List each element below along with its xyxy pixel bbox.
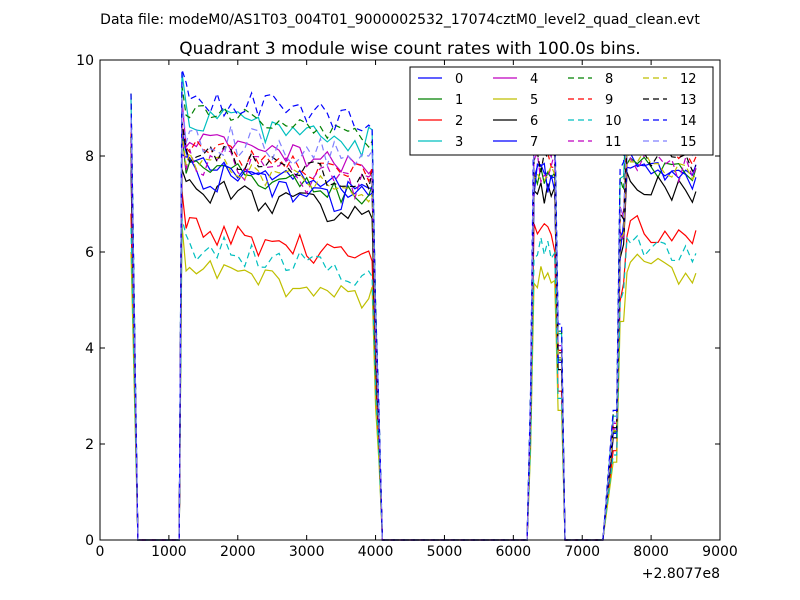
legend-label-5: 5	[530, 93, 538, 108]
x-tick-label: 0	[96, 544, 105, 560]
legend-label-4: 4	[530, 72, 538, 87]
legend-label-6: 6	[530, 114, 538, 129]
legend-label-15: 15	[680, 135, 697, 150]
x-offset-label: +2.8077e8	[642, 566, 720, 582]
legend-label-3: 3	[455, 135, 463, 150]
legend-label-12: 12	[680, 72, 697, 87]
legend-label-2: 2	[455, 114, 463, 129]
legend-box	[409, 66, 714, 156]
legend-label-8: 8	[605, 72, 613, 87]
legend-label-7: 7	[530, 135, 538, 150]
legend-label-9: 9	[605, 93, 613, 108]
x-tick-label: 9000	[702, 544, 738, 560]
y-tick-label: 0	[85, 533, 94, 549]
y-tick-label: 8	[85, 149, 94, 165]
legend-label-0: 0	[455, 72, 463, 87]
legend-label-1: 1	[455, 93, 463, 108]
x-axis: 0 1000 2000 3000 4000 5000 6000 7000 8000 9000	[96, 60, 738, 560]
legend-label-11: 11	[605, 135, 622, 150]
x-tick-label: 6000	[496, 544, 532, 560]
x-tick-label: 4000	[358, 544, 394, 560]
x-tick-label: 3000	[289, 544, 325, 560]
legend-label-13: 13	[680, 93, 697, 108]
x-tick-label: 7000	[564, 544, 600, 560]
y-tick-label: 2	[85, 437, 94, 453]
legend-label-10: 10	[605, 114, 622, 129]
chart-title: Quadrant 3 module wise count rates with …	[179, 39, 640, 59]
figure-supertitle: Data file: modeM0/AS1T03_004T01_90000025…	[100, 12, 700, 28]
legend-label-14: 14	[680, 114, 697, 129]
x-tick-label: 1000	[151, 544, 187, 560]
x-tick-label: 8000	[633, 544, 669, 560]
x-tick-label: 2000	[220, 544, 256, 560]
plot-frame	[99, 59, 721, 541]
x-tick-label: 5000	[427, 544, 463, 560]
series-line-11	[130, 131, 697, 541]
y-tick-label: 6	[85, 245, 94, 261]
y-tick-label: 4	[85, 341, 94, 357]
y-tick-label: 10	[76, 53, 94, 69]
